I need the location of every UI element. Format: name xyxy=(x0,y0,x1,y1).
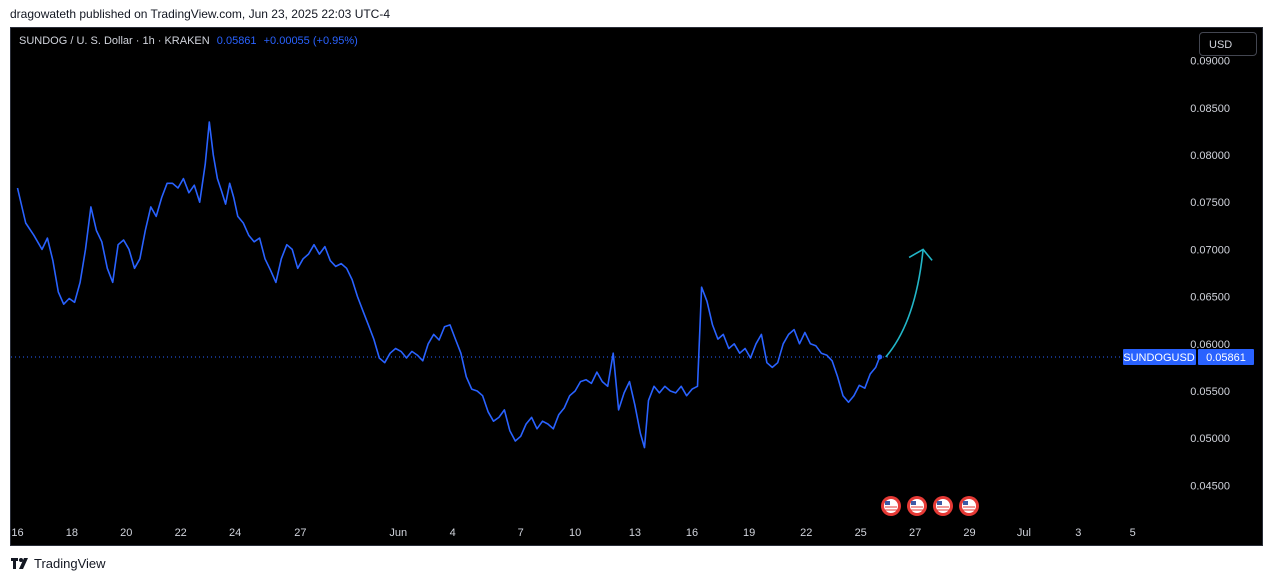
x-tick-label: 22 xyxy=(175,527,187,539)
chart-panel[interactable]: 0.09000 0.08500 0.08000 0.07500 0.07000 0.065… xyxy=(10,27,1263,546)
legend-last-price: 0.05861 xyxy=(216,35,257,47)
x-tick-label: 20 xyxy=(120,527,132,539)
y-tick-label: 0.08500 xyxy=(1190,103,1230,115)
x-tick-label: 10 xyxy=(569,527,581,539)
x-tick-label: 27 xyxy=(909,527,921,539)
y-tick-label: 0.06500 xyxy=(1190,292,1230,304)
y-tick-label: 0.05500 xyxy=(1190,386,1230,398)
tradingview-logo-icon xyxy=(11,558,28,569)
y-tick-label: 0.07500 xyxy=(1190,197,1230,209)
x-tick-label: 16 xyxy=(686,527,698,539)
y-tick-label: 0.07000 xyxy=(1190,244,1230,256)
x-tick-label: 25 xyxy=(855,527,867,539)
price-series-line[interactable] xyxy=(16,121,881,449)
y-tick-label: 0.08000 xyxy=(1190,150,1230,162)
x-tick-label: 18 xyxy=(66,527,78,539)
series-label: SUNDOGUSD xyxy=(1123,352,1195,364)
y-tick-label: 0.06000 xyxy=(1190,339,1230,351)
y-tick-label: 0.09000 xyxy=(1190,56,1230,68)
series-label-bg xyxy=(1123,349,1196,366)
x-tick-label: Jul xyxy=(1017,527,1031,539)
x-tick-label: 13 xyxy=(629,527,641,539)
flag-canton xyxy=(937,501,942,505)
x-tick-label: 16 xyxy=(11,527,23,539)
x-tick-label: Jun xyxy=(389,527,407,539)
x-tick-label: 7 xyxy=(518,527,524,539)
x-tick-label: 29 xyxy=(963,527,975,539)
footer-brand: TradingView xyxy=(10,552,106,574)
last-price-label: 0.05861 xyxy=(1206,352,1246,364)
x-tick-label: 5 xyxy=(1130,527,1136,539)
last-price-label-bg xyxy=(1198,349,1254,366)
x-tick-label: 4 xyxy=(450,527,456,539)
x-tick-label: 22 xyxy=(800,527,812,539)
y-tick-label: 0.04500 xyxy=(1190,480,1230,492)
last-price-dot xyxy=(877,354,883,360)
projection-arrowhead xyxy=(908,248,933,261)
legend-change: +0.00055 (+0.95%) xyxy=(263,35,358,47)
flag-canton xyxy=(911,501,916,505)
currency-button[interactable]: USD xyxy=(1199,32,1257,56)
projection-arrow-line[interactable] xyxy=(885,249,924,358)
x-tick-label: 3 xyxy=(1075,527,1081,539)
footer-brand-text: TradingView xyxy=(34,555,106,571)
symbol-legend: SUNDOG / U. S. Dollar · 1h · KRAKEN 0.05… xyxy=(19,35,358,47)
flag-canton xyxy=(963,501,968,505)
symbol-title: SUNDOG / U. S. Dollar · 1h · KRAKEN xyxy=(19,35,210,47)
published-line: dragowateth published on TradingView.com… xyxy=(10,7,391,21)
y-tick-label: 0.05000 xyxy=(1190,433,1230,445)
x-tick-label: 19 xyxy=(743,527,755,539)
x-tick-label: 24 xyxy=(229,527,241,539)
x-tick-label: 27 xyxy=(294,527,306,539)
price-chart[interactable]: 0.09000 0.08500 0.08000 0.07500 0.07000 0.065… xyxy=(11,28,1263,546)
flag-canton xyxy=(885,501,890,505)
